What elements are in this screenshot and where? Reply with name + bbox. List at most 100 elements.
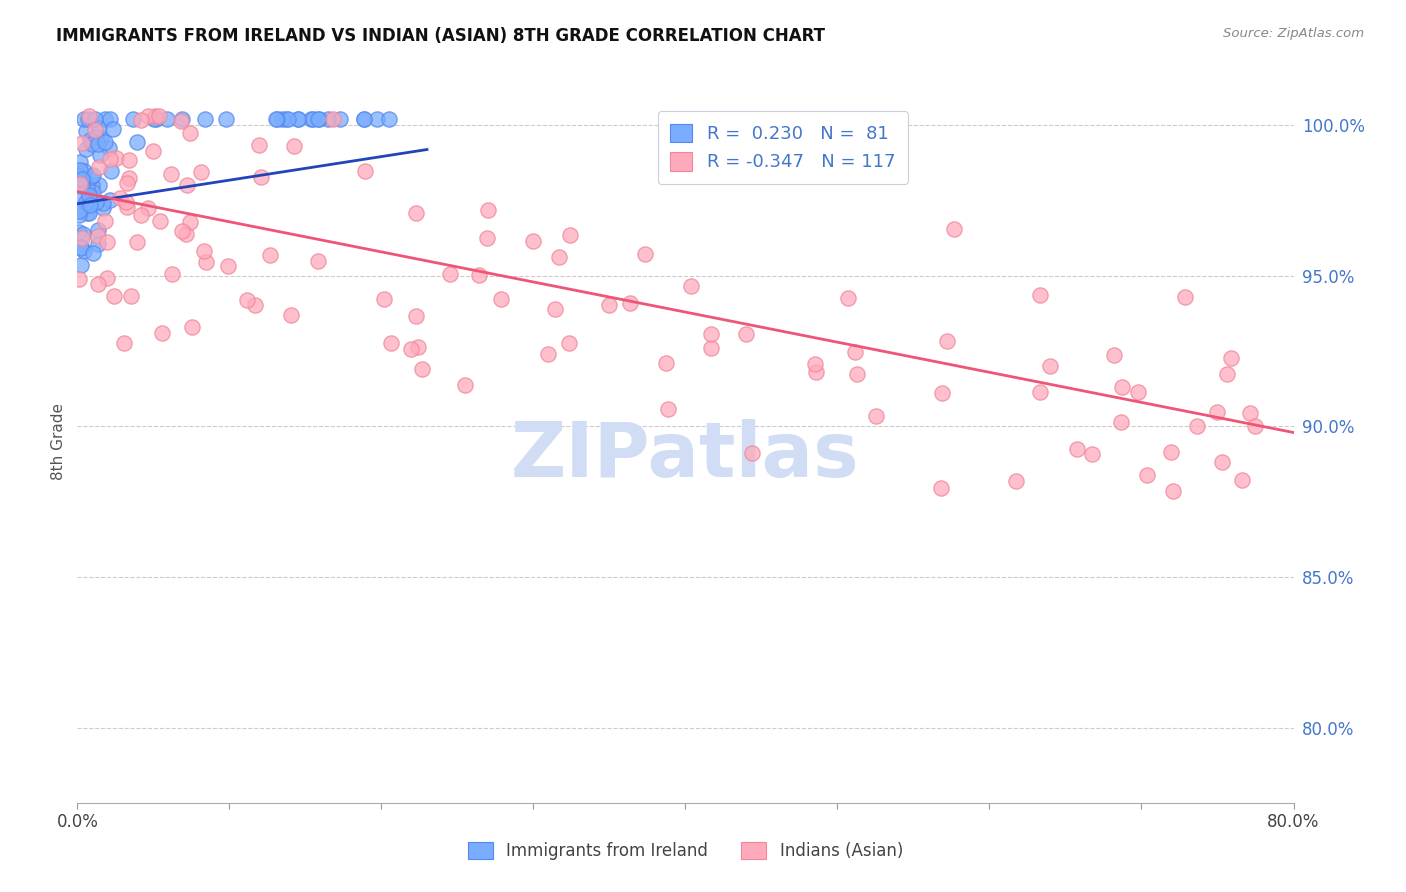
Point [101,122,124,136]
Point [454,377,477,392]
Point [598,298,620,312]
Text: ZIPatlas: ZIPatlas [512,419,859,493]
Point [477,202,499,217]
Point [1160,445,1182,459]
Point [98,140,121,154]
Point [544,302,567,317]
Text: Source: ZipAtlas.com: Source: ZipAtlas.com [1223,27,1364,40]
Point [657,402,679,417]
Point [105,151,128,165]
Point [118,170,141,185]
Point [405,309,427,323]
Point [76,180,98,194]
Point [522,235,544,249]
Point [353,112,375,127]
Point [354,163,377,178]
Point [1029,288,1052,302]
Point [70,136,93,151]
Point [280,308,302,322]
Point [84,194,107,209]
Point [380,335,402,350]
Point [67,225,90,239]
Point [75,178,97,193]
Point [287,112,309,127]
Point [176,178,198,193]
Point [846,368,869,382]
Point [160,267,183,281]
Point [96,270,118,285]
Point [67,204,90,219]
Legend: Immigrants from Ireland, Indians (Asian): Immigrants from Ireland, Indians (Asian) [461,835,910,867]
Point [84,130,107,145]
Point [160,168,183,182]
Point [83,112,105,127]
Point [131,208,153,222]
Point [112,336,135,351]
Point [1111,379,1133,393]
Point [1220,351,1243,365]
Point [77,110,100,124]
Point [250,170,273,185]
Point [98,112,121,127]
Point [865,409,887,424]
Point [156,112,179,127]
Point [699,341,721,355]
Point [91,201,114,215]
Point [699,326,721,341]
Point [94,136,117,150]
Point [72,227,94,241]
Point [1185,418,1208,433]
Point [70,231,93,245]
Point [1211,455,1233,469]
Point [247,137,270,152]
Point [634,247,657,261]
Point [80,169,103,184]
Point [67,208,90,222]
Point [406,340,429,354]
Point [844,345,866,359]
Point [75,124,97,138]
Point [136,201,159,215]
Point [115,200,138,214]
Point [69,178,91,192]
Point [274,112,297,127]
Point [287,112,309,127]
Point [120,289,142,303]
Point [1081,447,1104,461]
Point [806,365,828,379]
Point [93,112,115,127]
Point [557,336,579,351]
Point [87,160,110,174]
Point [129,113,152,128]
Point [118,153,141,167]
Point [87,223,110,237]
Point [655,356,678,370]
Point [1102,347,1125,361]
Point [87,178,110,193]
Point [79,198,101,212]
Point [236,293,259,307]
Point [302,112,325,127]
Point [143,112,166,127]
Point [70,241,93,255]
Point [329,112,352,127]
Point [741,446,763,460]
Point [401,342,423,356]
Point [98,193,121,207]
Point [266,112,288,127]
Point [1230,474,1253,488]
Point [411,362,433,376]
Point [122,112,145,127]
Point [681,278,703,293]
Point [75,143,97,157]
Point [491,292,513,306]
Point [266,112,288,127]
Point [181,319,204,334]
Point [73,163,96,178]
Point [76,206,98,220]
Point [1109,415,1132,429]
Point [243,298,266,312]
Point [115,176,138,190]
Point [90,131,112,145]
Point [87,277,110,291]
